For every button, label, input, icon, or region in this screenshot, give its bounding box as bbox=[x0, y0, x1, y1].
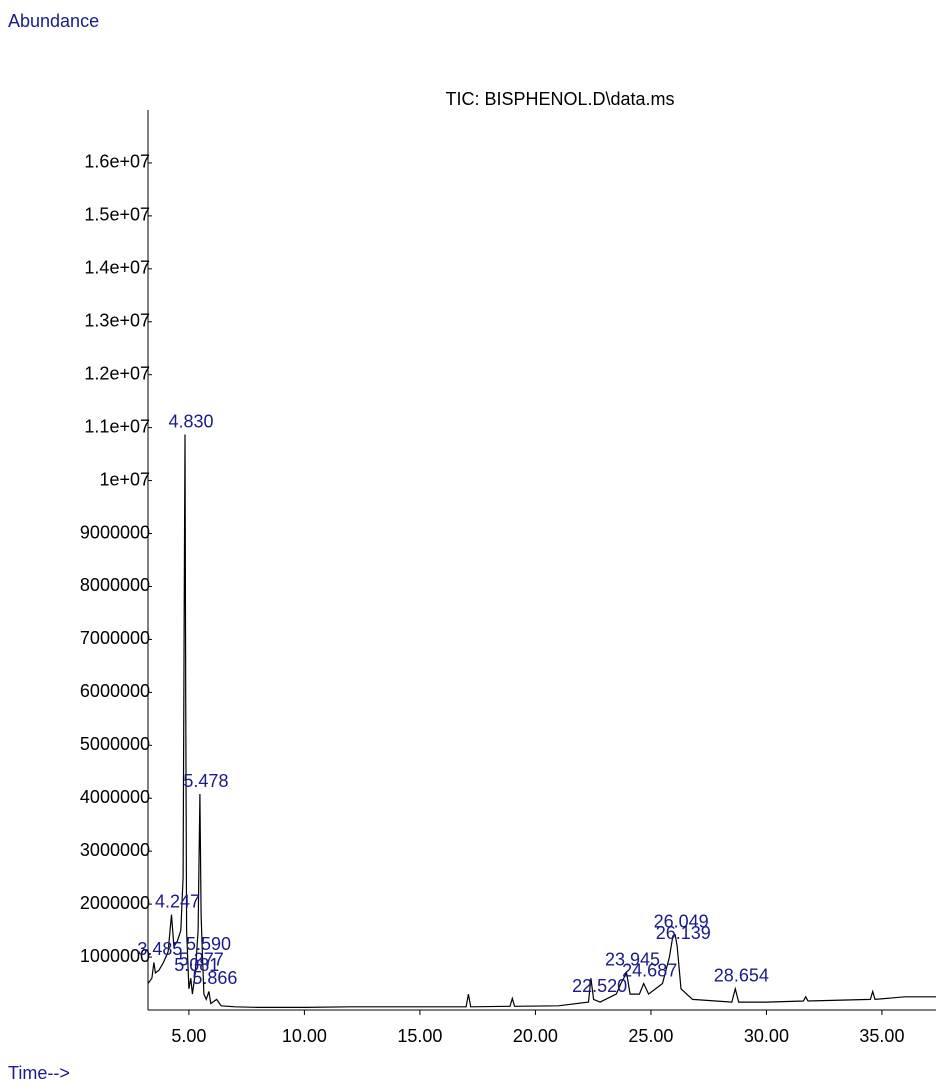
y-tick-label: 1.5e+07 bbox=[84, 205, 150, 225]
x-tick-label: 10.00 bbox=[282, 1026, 327, 1046]
y-tick-label: 1.6e+07 bbox=[84, 152, 150, 172]
y-tick-label: 8000000 bbox=[80, 575, 150, 595]
y-tick-label: 3000000 bbox=[80, 840, 150, 860]
peak-label: 26.139 bbox=[656, 923, 711, 943]
x-tick-label: 20.00 bbox=[513, 1026, 558, 1046]
x-tick-label: 25.00 bbox=[628, 1026, 673, 1046]
y-tick-label: 1.1e+07 bbox=[84, 416, 150, 436]
peak-label: 5.866 bbox=[192, 968, 237, 988]
peak-label: 5.478 bbox=[183, 771, 228, 791]
x-tick-label: 5.00 bbox=[171, 1026, 206, 1046]
peak-label: 5.277 bbox=[179, 950, 224, 970]
x-axis-label: Time--> bbox=[8, 1063, 70, 1083]
peak-label: 3.485 bbox=[137, 939, 182, 959]
chromatogram-trace bbox=[147, 434, 936, 1008]
y-tick-label: 2000000 bbox=[80, 893, 150, 913]
peak-label: 28.654 bbox=[714, 966, 769, 986]
y-tick-label: 9000000 bbox=[80, 522, 150, 542]
peak-label: 5.081 bbox=[174, 955, 219, 975]
x-tick-label: 35.00 bbox=[859, 1026, 904, 1046]
y-tick-label: 1.2e+07 bbox=[84, 363, 150, 383]
y-tick-label: 1.4e+07 bbox=[84, 258, 150, 278]
y-tick-label: 1000000 bbox=[80, 946, 150, 966]
peak-label: 24.687 bbox=[622, 960, 677, 980]
y-tick-label: 5000000 bbox=[80, 734, 150, 754]
y-tick-label: 6000000 bbox=[80, 681, 150, 701]
y-tick-label: 1e+07 bbox=[99, 469, 150, 489]
peak-label: 4.247 bbox=[155, 891, 200, 911]
y-tick-label: 1.3e+07 bbox=[84, 311, 150, 331]
y-tick-label: 4000000 bbox=[80, 787, 150, 807]
peak-label: 22.520 bbox=[572, 976, 627, 996]
x-tick-label: 30.00 bbox=[744, 1026, 789, 1046]
y-axis-label: Abundance bbox=[8, 11, 99, 31]
peak-label: 26.049 bbox=[654, 912, 709, 932]
peak-label: 4.830 bbox=[168, 411, 213, 431]
x-tick-label: 15.00 bbox=[397, 1026, 442, 1046]
peak-label: 23.945 bbox=[605, 950, 660, 970]
peak-label: 5.590 bbox=[186, 934, 231, 954]
y-tick-label: 7000000 bbox=[80, 628, 150, 648]
chart-title: TIC: BISPHENOL.D\data.ms bbox=[445, 89, 674, 109]
